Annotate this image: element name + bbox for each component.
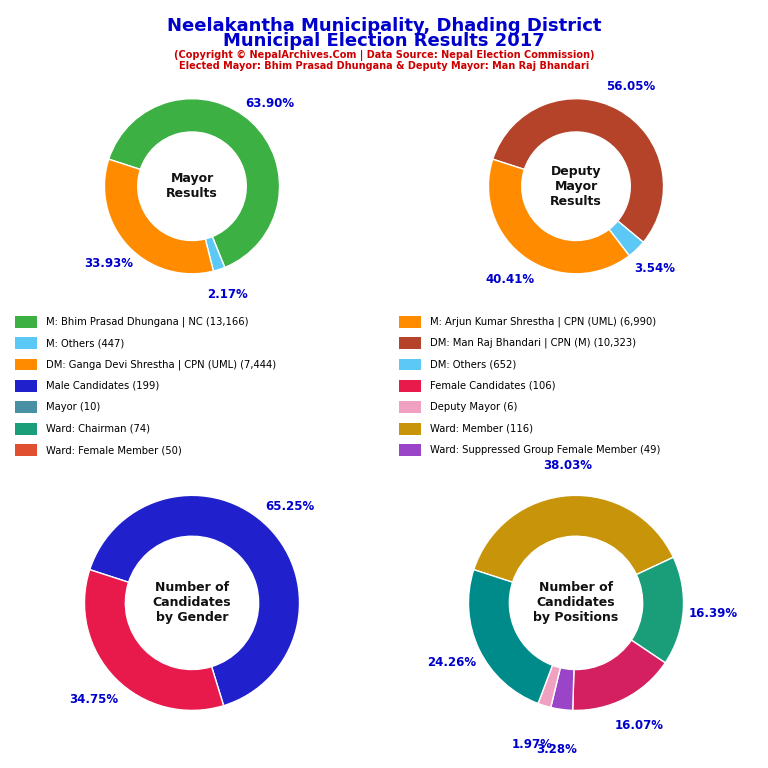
Wedge shape [551, 667, 574, 710]
Text: Mayor (10): Mayor (10) [46, 402, 101, 412]
Bar [399, 444, 421, 456]
Text: (Copyright © NepalArchives.Com | Data Source: Nepal Election Commission): (Copyright © NepalArchives.Com | Data So… [174, 50, 594, 61]
Text: M: Others (447): M: Others (447) [46, 338, 124, 348]
Text: DM: Others (652): DM: Others (652) [430, 359, 516, 369]
Wedge shape [474, 495, 674, 582]
Text: Elected Mayor: Bhim Prasad Dhungana & Deputy Mayor: Man Raj Bhandari: Elected Mayor: Bhim Prasad Dhungana & De… [179, 61, 589, 71]
Bar [15, 316, 37, 328]
Text: Male Candidates (199): Male Candidates (199) [46, 381, 159, 391]
Text: M: Bhim Prasad Dhungana | NC (13,166): M: Bhim Prasad Dhungana | NC (13,166) [46, 316, 249, 327]
Text: 3.54%: 3.54% [634, 262, 675, 275]
Bar [399, 423, 421, 435]
Wedge shape [538, 665, 561, 707]
Text: 34.75%: 34.75% [69, 693, 118, 706]
Text: Female Candidates (106): Female Candidates (106) [430, 381, 555, 391]
Text: Deputy Mayor (6): Deputy Mayor (6) [430, 402, 518, 412]
Wedge shape [104, 159, 214, 273]
Wedge shape [90, 495, 300, 706]
Text: 16.07%: 16.07% [614, 719, 664, 732]
Text: Ward: Member (116): Ward: Member (116) [430, 424, 533, 434]
Text: 2.17%: 2.17% [207, 288, 247, 301]
Text: Number of
Candidates
by Gender: Number of Candidates by Gender [153, 581, 231, 624]
Text: DM: Ganga Devi Shrestha | CPN (UML) (7,444): DM: Ganga Devi Shrestha | CPN (UML) (7,4… [46, 359, 276, 369]
Text: 33.93%: 33.93% [84, 257, 134, 270]
Text: Municipal Election Results 2017: Municipal Election Results 2017 [223, 32, 545, 50]
Bar [15, 444, 37, 456]
Bar [15, 402, 37, 413]
Text: 24.26%: 24.26% [428, 656, 476, 669]
Text: Deputy
Mayor
Results: Deputy Mayor Results [550, 165, 602, 207]
Bar [399, 380, 421, 392]
Text: 16.39%: 16.39% [689, 607, 738, 620]
Bar [15, 423, 37, 435]
Wedge shape [468, 570, 552, 703]
Wedge shape [84, 570, 223, 710]
Text: Neelakantha Municipality, Dhading District: Neelakantha Municipality, Dhading Distri… [167, 17, 601, 35]
Bar [399, 359, 421, 370]
Text: 65.25%: 65.25% [266, 500, 315, 513]
Text: 63.90%: 63.90% [245, 97, 294, 110]
Text: Ward: Chairman (74): Ward: Chairman (74) [46, 424, 150, 434]
Text: M: Arjun Kumar Shrestha | CPN (UML) (6,990): M: Arjun Kumar Shrestha | CPN (UML) (6,9… [430, 316, 656, 327]
Wedge shape [609, 221, 644, 256]
Wedge shape [109, 99, 280, 267]
Text: 3.28%: 3.28% [536, 743, 577, 756]
Text: Mayor
Results: Mayor Results [166, 172, 218, 200]
Text: 1.97%: 1.97% [512, 738, 553, 751]
Wedge shape [631, 558, 684, 663]
Wedge shape [205, 237, 225, 271]
Text: Ward: Suppressed Group Female Member (49): Ward: Suppressed Group Female Member (49… [430, 445, 660, 455]
Wedge shape [573, 640, 665, 710]
Bar [399, 402, 421, 413]
Bar [399, 316, 421, 328]
Wedge shape [488, 159, 629, 274]
Bar [15, 359, 37, 370]
Wedge shape [493, 99, 664, 242]
Bar [15, 337, 37, 349]
Text: 40.41%: 40.41% [485, 273, 535, 286]
Text: DM: Man Raj Bhandari | CPN (M) (10,323): DM: Man Raj Bhandari | CPN (M) (10,323) [430, 338, 636, 349]
Bar [15, 380, 37, 392]
Text: 38.03%: 38.03% [543, 459, 592, 472]
Bar [399, 337, 421, 349]
Text: 56.05%: 56.05% [607, 80, 656, 93]
Text: Number of
Candidates
by Positions: Number of Candidates by Positions [533, 581, 619, 624]
Text: Ward: Female Member (50): Ward: Female Member (50) [46, 445, 182, 455]
